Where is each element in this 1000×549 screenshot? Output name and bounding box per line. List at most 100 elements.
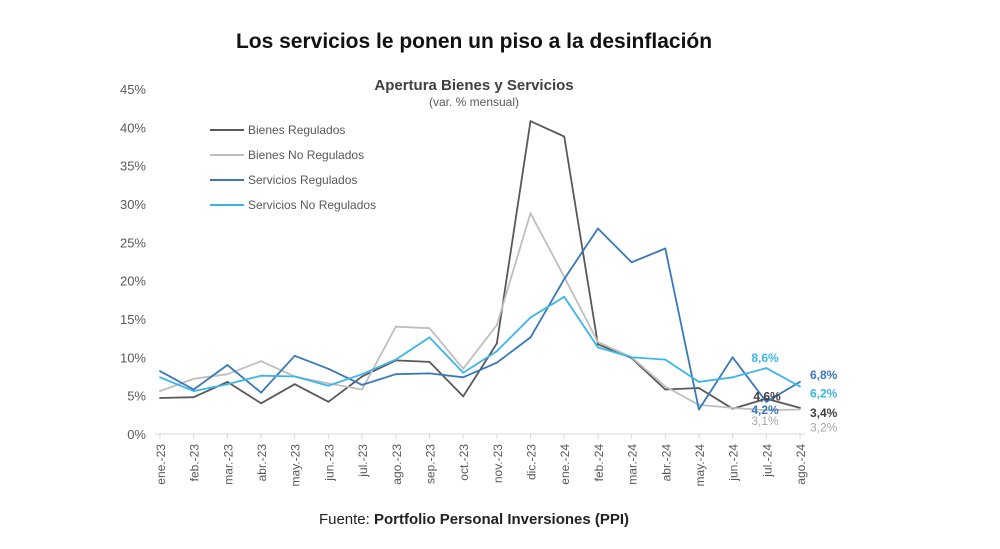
data-point [327,384,330,387]
data-point [765,367,768,369]
data-point [495,342,498,345]
series-line-servicios-regulados [159,227,801,411]
data-labels: 8,6% 4,6%4,2%3,1% 6,8% 6,2% 3,4%3,2% [751,351,837,434]
data-point [630,261,633,264]
data-point [698,387,700,389]
x-tick-label: sep.-23 [423,444,437,484]
data-label: 3,4% [810,406,838,420]
data-point [260,391,262,394]
x-tick-label: mar.-24 [626,444,640,485]
data-point [799,385,801,388]
data-point [394,358,397,361]
legend-label: Bienes Regulados [248,123,345,137]
data-label: 6,2% [810,386,838,400]
legend-label: Servicios Regulados [248,173,357,187]
data-point [529,120,532,123]
x-tick-label: ago.-24 [794,444,808,485]
series-line-bienes-no-regulados [159,212,801,412]
data-label: 6,8% [810,368,838,382]
data-point [260,360,262,363]
y-tick-label: 30% [120,197,146,212]
data-point [495,350,498,353]
data-point [226,373,229,376]
data-point [596,227,599,230]
data-point [731,356,734,359]
x-tick-label: may.-23 [289,444,303,487]
x-tick-label: jun.-23 [322,444,336,482]
data-point [563,135,566,138]
y-tick-label: 0% [127,427,146,442]
data-point [293,354,296,357]
data-label: 8,6% [751,351,779,365]
data-point [799,407,801,409]
data-point [226,364,229,366]
data-point [664,388,667,391]
data-point [596,343,599,346]
source-prefix: Fuente: [318,511,374,528]
x-tick-label: jul.-23 [356,444,370,478]
page-title: Los servicios le ponen un piso a la desi… [235,30,713,53]
x-tick-label: ene.-24 [558,444,572,485]
x-tick-label: dic.-23 [525,444,539,480]
source-name: Portfolio Personal Inversiones (PPI) [373,511,630,528]
data-point [563,278,566,281]
data-point [698,380,700,383]
legend-label: Servicios No Regulados [248,198,376,212]
data-point [495,361,498,364]
data-point [495,324,498,327]
data-point [192,377,195,380]
chart-subtitle: (var. % mensual) [429,95,519,109]
y-tick-label: 15% [120,312,146,327]
source-note: Fuente: Portfolio Personal Inversiones (… [0,511,948,528]
data-point [596,346,599,349]
data-point [529,316,532,319]
x-tick-label: ago.-23 [390,444,404,485]
data-point [765,397,768,400]
data-label: 3,2% [810,420,838,434]
data-point [361,384,364,386]
data-label: 4,2% [751,403,779,417]
data-point [260,402,262,405]
x-tick-label: ene.-23 [154,444,168,485]
data-point [361,373,364,376]
data-point [159,390,161,392]
data-point [596,341,599,343]
x-tick-label: oct.-23 [457,444,471,481]
data-point [799,408,801,411]
data-point [630,356,633,359]
data-point [159,376,161,379]
x-tick-label: nov.-23 [491,444,505,483]
y-tick-label: 45% [120,82,146,97]
data-point [765,409,768,412]
x-tick-label: feb.-23 [188,444,202,482]
series-line-servicios-no-regulados [159,295,801,393]
data-point [428,372,431,375]
data-point [428,327,431,330]
data-point [159,370,161,373]
data-point [361,388,364,391]
data-point [192,390,195,392]
x-tick-label: mar.-23 [221,444,235,485]
x-tick-label: feb.-24 [592,444,606,482]
data-point [664,247,667,250]
data-point [563,295,566,298]
data-point [327,382,330,385]
axes: 0% 5% 10% 15% 20% 25% 30% 35% 40% 45% ene.-23 feb.-… [120,82,808,486]
data-point [765,400,768,403]
data-point [159,397,161,399]
data-point [731,407,734,409]
data-label: 4,6% [753,390,781,404]
chart-title: Apertura Bienes y Servicios [374,77,573,94]
data-point [731,376,734,379]
x-tick-label: abr.-24 [659,444,673,482]
series-line-bienes-regulados [159,120,801,410]
data-point [327,367,330,370]
legend: Bienes Regulados Bienes No Regulados Servi… [210,123,376,212]
data-point [327,400,330,403]
y-tick-label: 5% [127,389,146,404]
x-tick-label: jun.-24 [727,444,741,482]
data-point [529,336,532,339]
x-tick-label: may.-24 [693,444,707,487]
y-tick-label: 35% [120,159,146,174]
